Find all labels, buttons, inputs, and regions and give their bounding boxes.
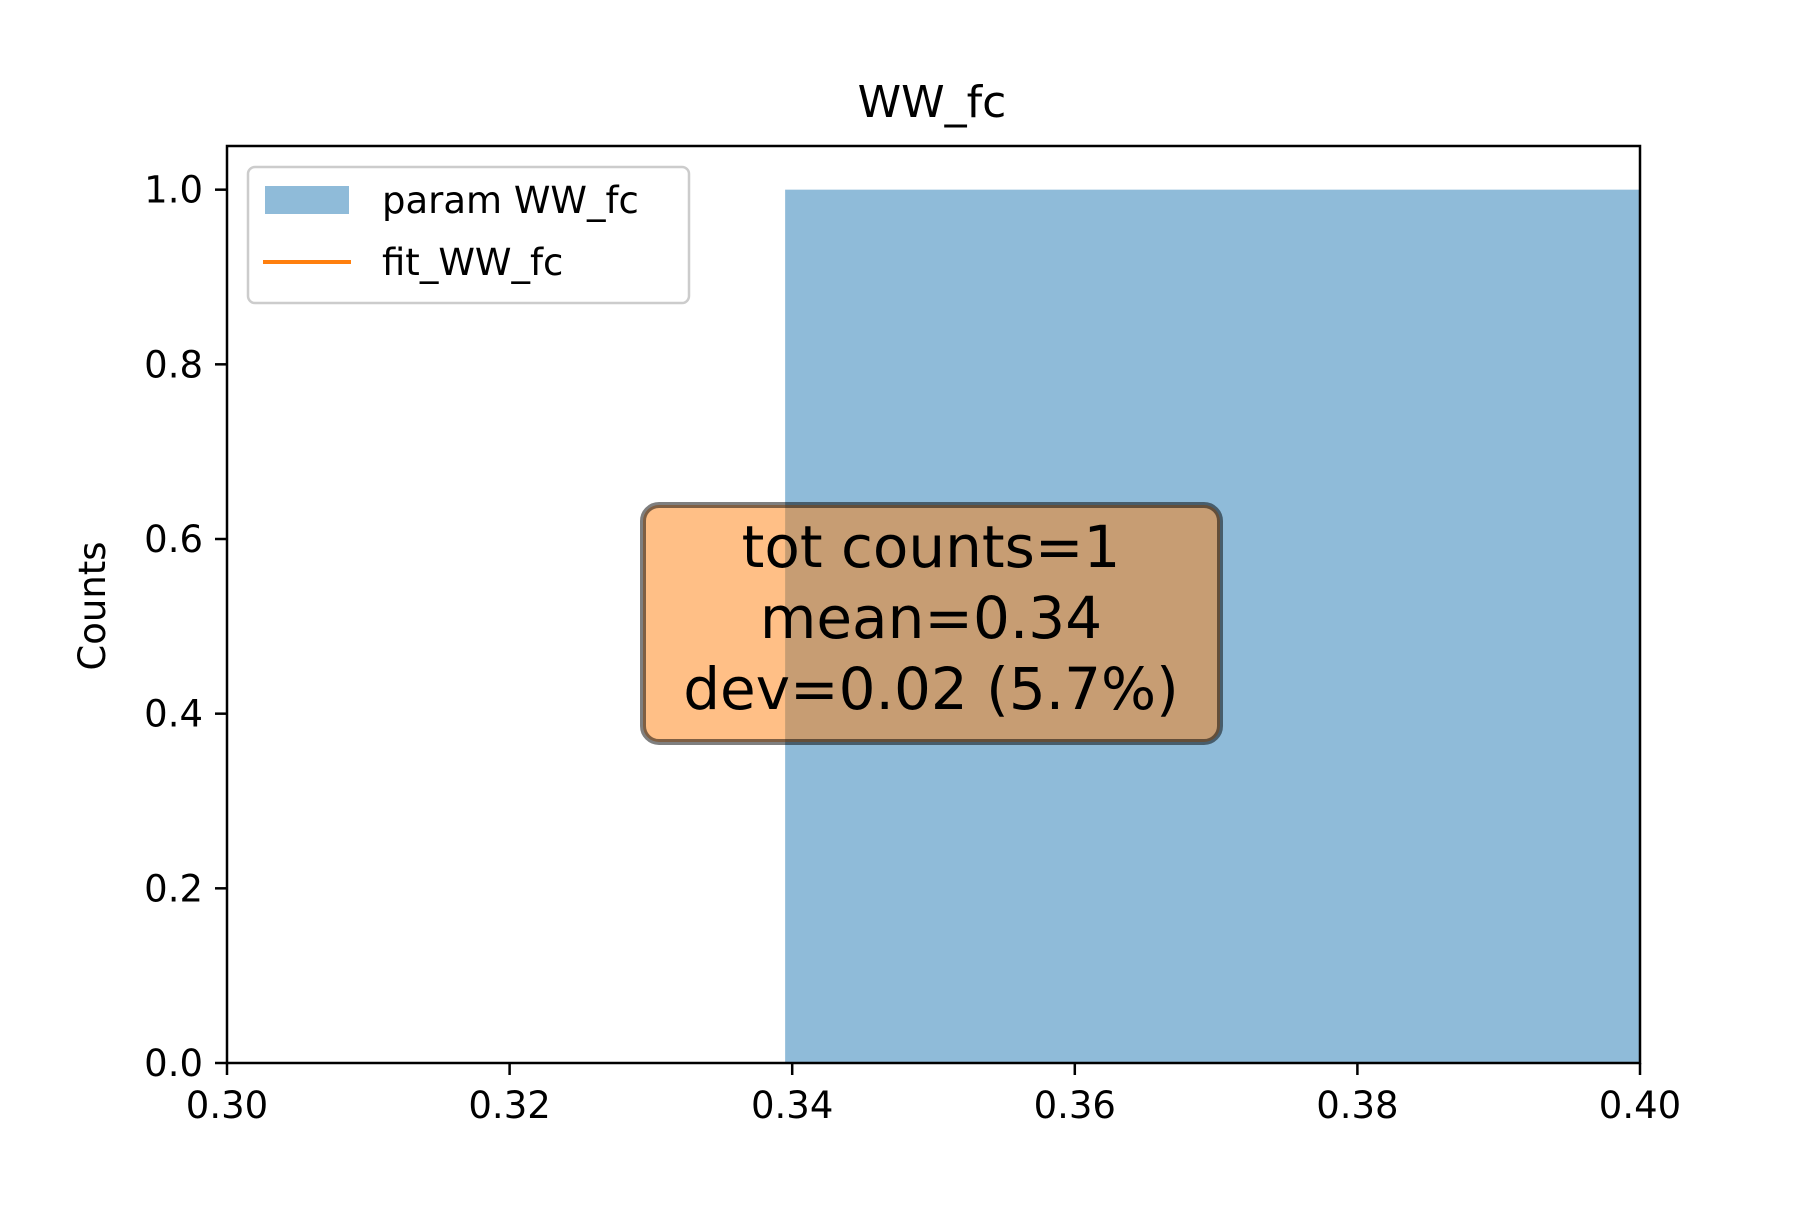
x-tick-label: 0.36: [1034, 1084, 1116, 1127]
stats-box: [640, 502, 1223, 745]
y-tick-label: 0.6: [144, 518, 203, 561]
y-tick-label: 0.0: [144, 1042, 203, 1085]
y-axis-label: Counts: [71, 541, 114, 670]
y-tick-label: 1.0: [144, 169, 203, 212]
x-tick-label: 0.32: [468, 1084, 550, 1127]
x-tick-label: 0.40: [1599, 1084, 1681, 1127]
legend-label-fit: fit_WW_fc: [382, 241, 563, 284]
legend-frame: [246, 165, 691, 305]
y-tick-label: 0.2: [144, 867, 203, 910]
plot-frame: [225, 144, 1642, 1065]
chart-title: WW_fc: [858, 77, 1007, 128]
x-axis-ticks: 0.30 0.32 0.34 0.36 0.38 0.40: [186, 1063, 1681, 1127]
legend-swatch-histogram: [265, 186, 349, 214]
stats-line: tot counts=1: [742, 513, 1121, 581]
legend-label-histogram: param WW_fc: [382, 179, 639, 222]
y-tick-label: 0.4: [144, 693, 203, 736]
y-axis-ticks: 0.0 0.2 0.4 0.6 0.8 1.0: [144, 169, 227, 1085]
x-tick-label: 0.34: [751, 1084, 833, 1127]
legend: param WW_fc fit_WW_fc: [246, 165, 691, 305]
y-tick-label: 0.8: [144, 343, 203, 386]
stats-line: dev=0.02 (5.7%): [683, 655, 1179, 723]
x-tick-label: 0.38: [1316, 1084, 1398, 1127]
x-tick-label: 0.30: [186, 1084, 268, 1127]
stats-line: mean=0.34: [760, 584, 1102, 652]
